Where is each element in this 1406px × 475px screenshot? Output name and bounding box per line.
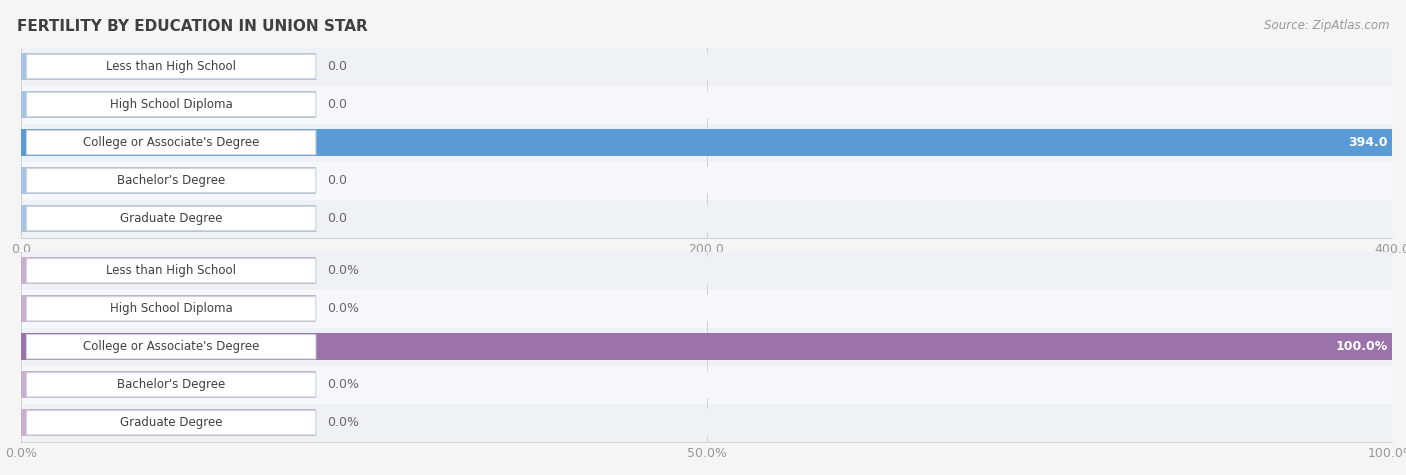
FancyBboxPatch shape — [27, 206, 316, 231]
FancyBboxPatch shape — [27, 258, 316, 283]
Bar — [21, 167, 1392, 194]
Text: 0.0: 0.0 — [326, 60, 347, 73]
FancyBboxPatch shape — [21, 404, 1392, 442]
FancyBboxPatch shape — [27, 410, 316, 435]
Text: 0.0%: 0.0% — [326, 416, 359, 429]
Bar — [21, 409, 1392, 437]
FancyBboxPatch shape — [21, 48, 1392, 86]
Text: 100.0%: 100.0% — [1336, 340, 1388, 353]
Bar — [21, 205, 1392, 232]
FancyBboxPatch shape — [27, 296, 316, 321]
Text: High School Diploma: High School Diploma — [110, 302, 232, 315]
Text: Less than High School: Less than High School — [107, 60, 236, 73]
Text: 0.0: 0.0 — [326, 212, 347, 225]
FancyBboxPatch shape — [316, 91, 1395, 118]
Text: College or Associate's Degree: College or Associate's Degree — [83, 340, 259, 353]
FancyBboxPatch shape — [21, 328, 1392, 366]
FancyBboxPatch shape — [27, 54, 316, 79]
Text: 394.0: 394.0 — [1348, 136, 1388, 149]
Text: 0.0%: 0.0% — [326, 302, 359, 315]
Text: College or Associate's Degree: College or Associate's Degree — [83, 136, 259, 149]
FancyBboxPatch shape — [316, 371, 1406, 399]
Text: 0.0%: 0.0% — [326, 264, 359, 277]
Bar — [21, 129, 1392, 156]
Bar — [21, 333, 1392, 361]
Text: Less than High School: Less than High School — [107, 264, 236, 277]
Text: Bachelor's Degree: Bachelor's Degree — [117, 378, 225, 391]
Bar — [21, 91, 1392, 118]
Text: FERTILITY BY EDUCATION IN UNION STAR: FERTILITY BY EDUCATION IN UNION STAR — [17, 19, 367, 34]
FancyBboxPatch shape — [21, 366, 1392, 404]
FancyBboxPatch shape — [21, 124, 1392, 162]
Text: 0.0: 0.0 — [326, 98, 347, 111]
FancyBboxPatch shape — [27, 130, 316, 155]
FancyBboxPatch shape — [27, 334, 316, 359]
FancyBboxPatch shape — [21, 290, 1392, 328]
Bar — [21, 53, 1392, 80]
Bar — [21, 257, 1392, 285]
FancyBboxPatch shape — [21, 86, 1392, 124]
FancyBboxPatch shape — [27, 372, 316, 397]
FancyBboxPatch shape — [316, 295, 1406, 323]
Text: Source: ZipAtlas.com: Source: ZipAtlas.com — [1264, 19, 1389, 32]
FancyBboxPatch shape — [316, 409, 1406, 437]
Bar — [21, 371, 1392, 399]
FancyBboxPatch shape — [316, 205, 1395, 232]
FancyBboxPatch shape — [27, 92, 316, 117]
Text: High School Diploma: High School Diploma — [110, 98, 232, 111]
Text: Bachelor's Degree: Bachelor's Degree — [117, 174, 225, 187]
Bar — [21, 295, 1392, 323]
FancyBboxPatch shape — [316, 53, 1395, 80]
FancyBboxPatch shape — [316, 167, 1395, 194]
FancyBboxPatch shape — [21, 162, 1392, 199]
Text: 0.0: 0.0 — [326, 174, 347, 187]
FancyBboxPatch shape — [27, 168, 316, 193]
FancyBboxPatch shape — [21, 200, 1392, 238]
FancyBboxPatch shape — [316, 257, 1406, 285]
Text: 0.0%: 0.0% — [326, 378, 359, 391]
FancyBboxPatch shape — [21, 252, 1392, 290]
Text: Graduate Degree: Graduate Degree — [120, 416, 222, 429]
Text: Graduate Degree: Graduate Degree — [120, 212, 222, 225]
